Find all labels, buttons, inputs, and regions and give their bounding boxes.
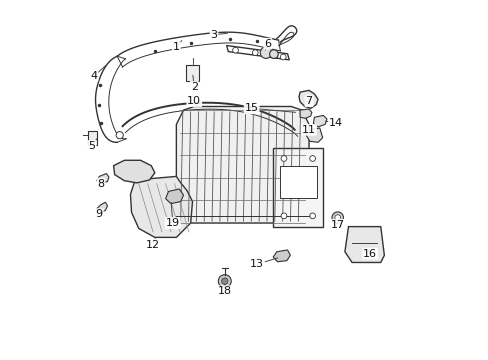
- Circle shape: [331, 212, 343, 224]
- Text: 1: 1: [173, 42, 180, 52]
- Polygon shape: [130, 176, 192, 237]
- Polygon shape: [273, 250, 290, 262]
- Text: 9: 9: [96, 209, 102, 219]
- Polygon shape: [313, 116, 326, 127]
- Circle shape: [281, 156, 286, 161]
- Polygon shape: [113, 160, 155, 183]
- Text: 7: 7: [305, 96, 312, 106]
- Text: 11: 11: [302, 125, 315, 135]
- Text: 6: 6: [264, 39, 271, 49]
- Polygon shape: [97, 202, 107, 212]
- Circle shape: [334, 215, 340, 221]
- Text: 12: 12: [146, 239, 160, 249]
- Polygon shape: [305, 128, 322, 142]
- Circle shape: [269, 50, 278, 58]
- Text: 18: 18: [217, 286, 231, 296]
- Polygon shape: [176, 107, 308, 223]
- Text: 8: 8: [97, 179, 104, 189]
- Text: 15: 15: [244, 103, 258, 113]
- FancyBboxPatch shape: [88, 131, 97, 145]
- Polygon shape: [226, 45, 289, 60]
- Text: 19: 19: [165, 218, 180, 228]
- Text: 3: 3: [210, 30, 217, 40]
- Circle shape: [116, 132, 123, 139]
- Circle shape: [281, 213, 286, 219]
- Polygon shape: [97, 174, 109, 184]
- Text: 4: 4: [90, 71, 97, 81]
- Circle shape: [280, 54, 285, 60]
- Text: 17: 17: [330, 220, 344, 230]
- Circle shape: [260, 47, 271, 58]
- Polygon shape: [273, 148, 323, 226]
- Polygon shape: [298, 90, 317, 108]
- Circle shape: [252, 50, 258, 55]
- Polygon shape: [165, 189, 183, 204]
- Text: 14: 14: [328, 118, 342, 128]
- Polygon shape: [279, 166, 316, 198]
- Circle shape: [218, 275, 231, 288]
- Circle shape: [309, 213, 315, 219]
- Polygon shape: [300, 109, 311, 118]
- FancyBboxPatch shape: [185, 65, 199, 81]
- Circle shape: [221, 278, 227, 284]
- Polygon shape: [344, 226, 384, 262]
- Circle shape: [309, 156, 315, 161]
- Text: 13: 13: [249, 259, 264, 269]
- Text: 5: 5: [88, 141, 95, 151]
- Text: 16: 16: [362, 248, 376, 258]
- Text: 2: 2: [190, 82, 198, 92]
- Text: 10: 10: [187, 96, 201, 106]
- Circle shape: [271, 53, 277, 58]
- Circle shape: [232, 47, 238, 53]
